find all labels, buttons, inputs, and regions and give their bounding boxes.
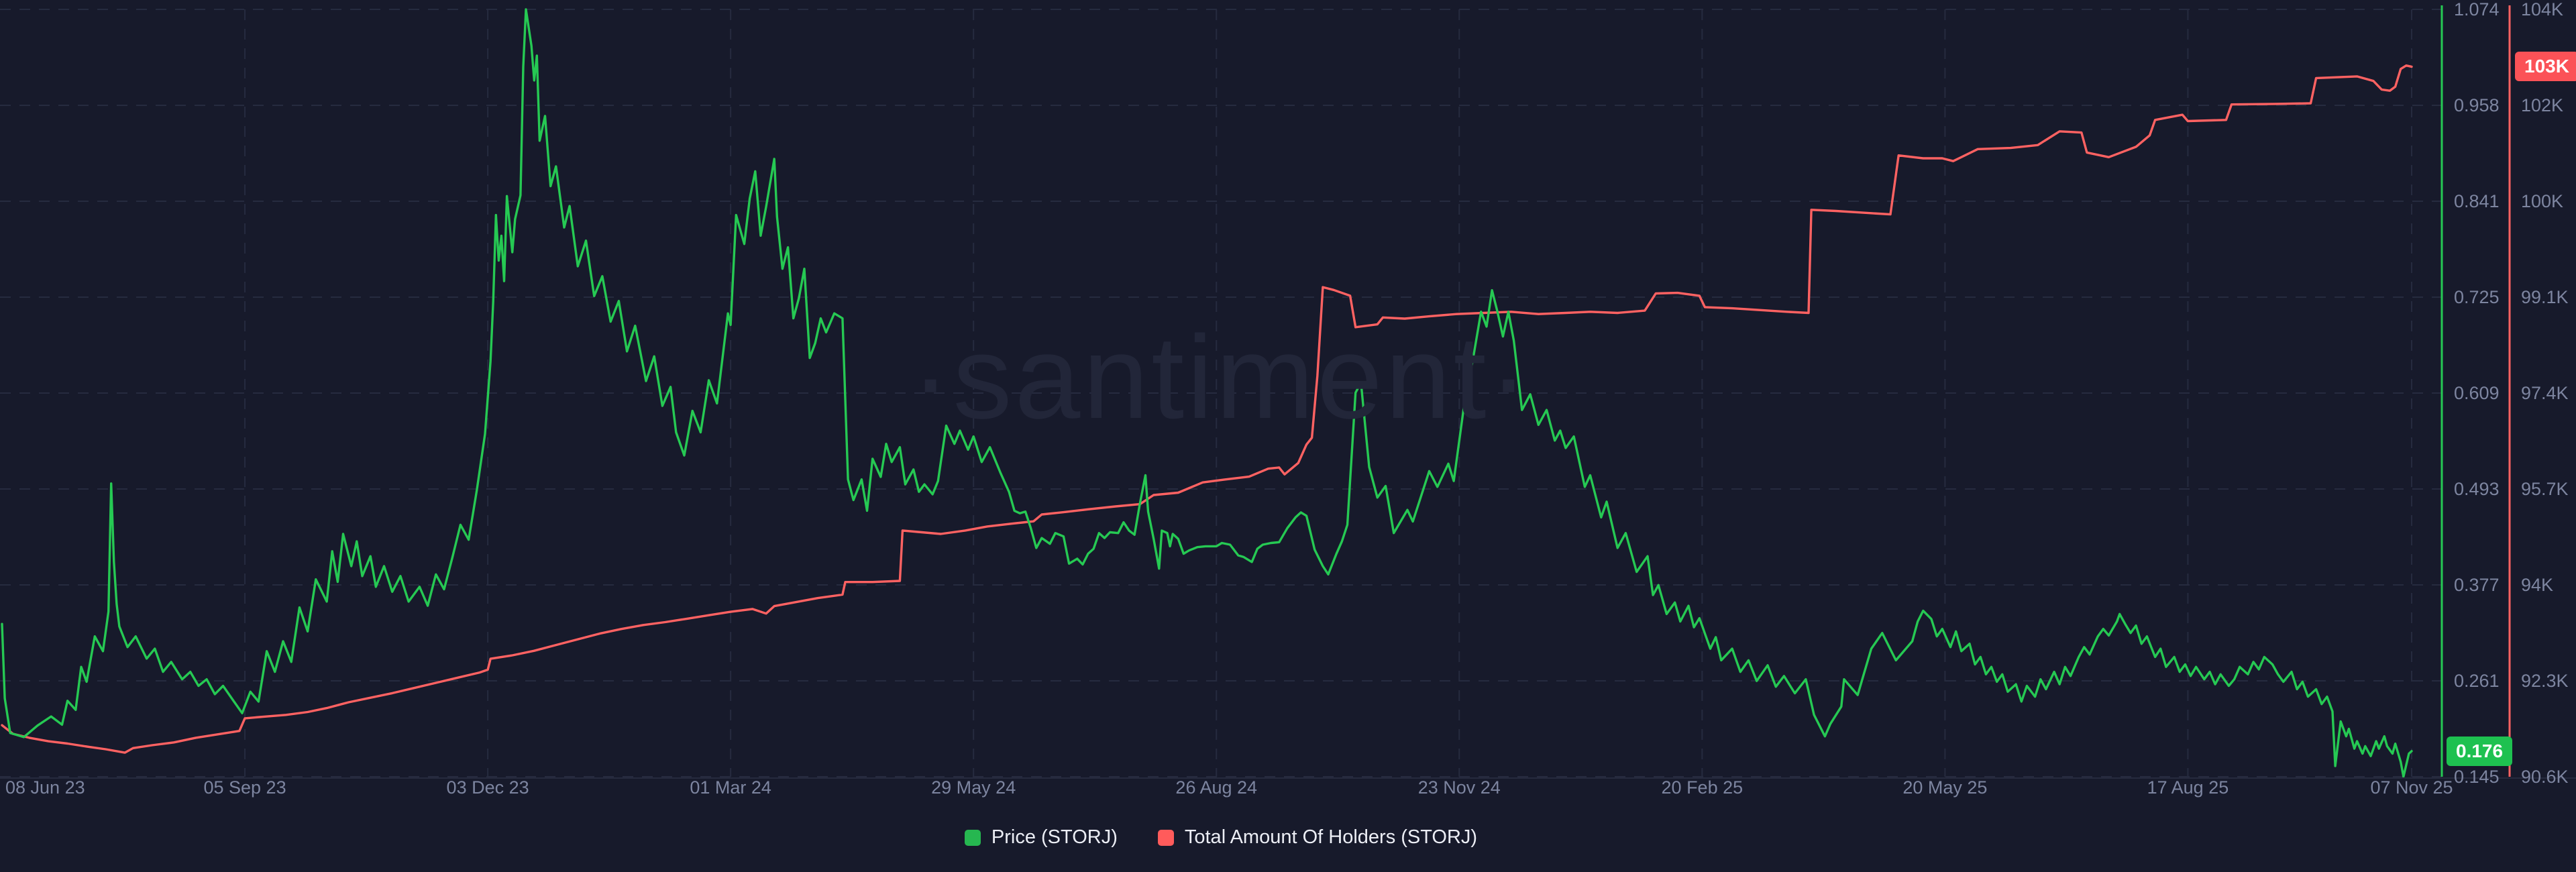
legend-label-holders: Total Amount Of Holders (STORJ) bbox=[1184, 826, 1478, 848]
price-axis-tick-label: 1.074 bbox=[2454, 0, 2500, 19]
holders-axis-tick-label: 92.3K bbox=[2521, 671, 2569, 691]
holders-line-series bbox=[1, 64, 2413, 754]
price-last-value-badge: 0.176 bbox=[2447, 736, 2513, 766]
holders-axis-tick-label: 94K bbox=[2521, 575, 2553, 595]
legend-label-price: Price (STORJ) bbox=[991, 826, 1118, 848]
price-axis-tick-label: 0.261 bbox=[2454, 671, 2500, 691]
holders-series-swatch-icon bbox=[1157, 829, 1174, 846]
date-tick-label: 29 May 24 bbox=[931, 777, 1016, 798]
holders-axis-tick-label: 104K bbox=[2521, 0, 2563, 19]
holders-axis-tick-label: 100K bbox=[2521, 191, 2563, 211]
holders-axis-tick-label: 102K bbox=[2521, 95, 2563, 115]
chart-legend: Price (STORJ) Total Amount Of Holders (S… bbox=[0, 826, 2442, 849]
date-tick-label: 08 Jun 23 bbox=[5, 777, 85, 798]
date-tick-label: 26 Aug 24 bbox=[1175, 777, 1257, 798]
price-axis-tick-label: 0.958 bbox=[2454, 95, 2500, 115]
date-tick-label: 20 May 25 bbox=[1902, 777, 1987, 798]
holders-axis-tick-label: 99.1K bbox=[2521, 287, 2569, 307]
holders-axis-tick-label: 90.6K bbox=[2521, 767, 2569, 787]
date-tick-label: 07 Nov 25 bbox=[2370, 777, 2453, 798]
date-tick-label: 20 Feb 25 bbox=[1662, 777, 1743, 798]
price-axis-tick-label: 0.725 bbox=[2454, 287, 2500, 307]
date-tick-label: 03 Dec 23 bbox=[447, 777, 529, 798]
price-axis-tick-label: 0.493 bbox=[2454, 479, 2500, 499]
price-axis-tick-label: 0.377 bbox=[2454, 575, 2500, 595]
holders-axis-tick-label: 97.4K bbox=[2521, 383, 2569, 403]
holders-last-value-badge: 103K bbox=[2515, 52, 2576, 82]
holders-axis-tick-label: 95.7K bbox=[2521, 479, 2569, 499]
legend-item-price[interactable]: Price (STORJ) bbox=[964, 826, 1118, 849]
date-tick-label: 17 Aug 25 bbox=[2147, 777, 2229, 798]
date-tick-label: 23 Nov 24 bbox=[1418, 777, 1501, 798]
legend-item-holders[interactable]: Total Amount Of Holders (STORJ) bbox=[1157, 826, 1478, 849]
price-axis-tick-label: 0.841 bbox=[2454, 191, 2500, 211]
date-tick-label: 01 Mar 24 bbox=[690, 777, 771, 798]
price-line-series bbox=[1, 8, 2413, 778]
date-tick-label: 05 Sep 23 bbox=[203, 777, 286, 798]
price-series-swatch-icon bbox=[964, 829, 981, 846]
price-axis-tick-label: 0.609 bbox=[2454, 383, 2500, 403]
price-axis-tick-label: 0.145 bbox=[2454, 767, 2500, 787]
